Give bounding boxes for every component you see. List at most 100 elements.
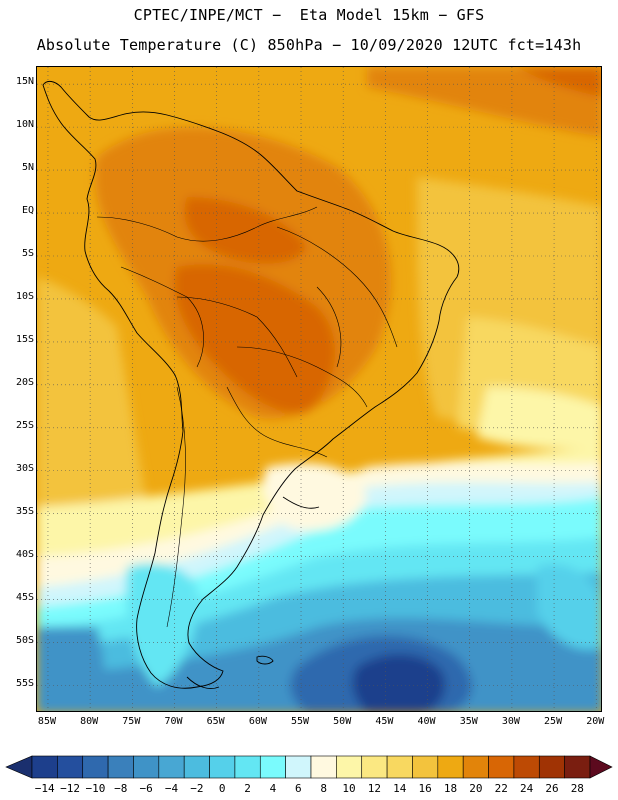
colorbar-label: 2: [244, 782, 251, 795]
longitude-label: 65W: [206, 716, 225, 727]
border-bolivia: [176, 296, 298, 378]
colorbar-label: −2: [190, 782, 204, 795]
colorbar-label: 8: [320, 782, 327, 795]
borders: [96, 206, 398, 628]
longitude-label: 80W: [80, 716, 99, 727]
field-sw-pacific: [37, 627, 105, 711]
colorbar-label: −14: [34, 782, 55, 795]
colorbar-label: −10: [85, 782, 106, 795]
latitude-label: 55S: [15, 677, 34, 689]
rio-de-la-plata: [282, 496, 320, 509]
colorbar-swatches: [5, 755, 613, 779]
colorbar-label: 6: [295, 782, 302, 795]
colorbar-swatch: [234, 755, 261, 779]
colorbar-label: −8: [114, 782, 128, 795]
latitude-label: 15S: [15, 333, 34, 345]
latitude-label: 50S: [15, 634, 34, 646]
colorbar-label: 26: [545, 782, 559, 795]
colorbar: [0, 752, 618, 800]
colorbar-swatch: [107, 755, 134, 779]
colorbar-label: 0: [218, 782, 226, 795]
field-pacific-light: [37, 277, 147, 527]
border-state: [316, 286, 342, 368]
longitude-label: 25W: [544, 716, 563, 727]
colorbar-label: 18: [443, 782, 458, 795]
colorbar-label: 4: [269, 782, 277, 795]
longitude-label: 75W: [122, 716, 141, 727]
falklands: [256, 655, 274, 665]
latitude-label: 10S: [15, 290, 34, 302]
colorbar-label: 24: [519, 782, 534, 795]
colorbar-swatch: [437, 755, 464, 779]
colorbar-swatch: [412, 755, 439, 779]
colorbar-swatch: [31, 755, 58, 779]
latitude-label: 35S: [15, 505, 34, 517]
colorbar-label: 28: [570, 782, 584, 795]
field-amazon-hot: [184, 197, 307, 264]
colorbar-swatch: [513, 755, 540, 779]
longitude-label: 45W: [375, 716, 394, 727]
tierra-del-fuego: [186, 676, 220, 689]
colorbar-label: 10: [342, 782, 356, 795]
colorbar-swatch: [488, 755, 515, 779]
colorbar-swatch: [285, 755, 312, 779]
colorbar-swatch: [82, 755, 109, 779]
colorbar-swatch: [57, 755, 84, 779]
colorbar-label: 12: [367, 782, 382, 795]
colorbar-swatch: [158, 755, 185, 779]
colorbar-swatch: [538, 755, 565, 779]
longitude-label: 20W: [586, 716, 605, 727]
longitude-label: 40W: [417, 716, 436, 727]
chart-subtitle: Absolute Temperature (C) 850hPa − 10/09/…: [36, 36, 582, 54]
field-east-paler: [477, 387, 601, 449]
temperature-map: [36, 66, 602, 712]
colorbar-swatch: [183, 755, 210, 779]
border-brazil-int: [276, 226, 398, 348]
latitude-label: 45S: [15, 591, 34, 603]
border-peru: [120, 266, 204, 368]
south-america-coast: [42, 80, 460, 689]
latitude-label: 5N: [21, 162, 34, 174]
colorbar-swatch: [209, 755, 236, 779]
longitude-label: 30W: [501, 716, 520, 727]
colorbar-right-arrow: [589, 755, 613, 779]
longitude-label: 70W: [164, 716, 183, 727]
colorbar-swatch: [462, 755, 489, 779]
longitude-label: 85W: [37, 716, 56, 727]
colorbar-swatch: [386, 755, 413, 779]
field-cold-core2: [352, 654, 446, 711]
longitude-label: 55W: [290, 716, 310, 727]
colorbar-label: 22: [494, 782, 508, 795]
colorbar-label: 20: [469, 782, 483, 795]
latitude-label: 25S: [15, 419, 34, 431]
field-patagonia: [126, 563, 198, 687]
colorbar-swatch: [564, 755, 591, 779]
latitude-label: 5S: [21, 247, 34, 259]
colorbar-label: −4: [164, 782, 179, 795]
colorbar-label: 16: [418, 782, 432, 795]
border-chile-arg: [166, 386, 186, 628]
colorbar-swatch: [310, 755, 337, 779]
border-paraguay: [226, 386, 328, 458]
latitude-label: 30S: [15, 462, 34, 474]
colorbar-swatch: [259, 755, 286, 779]
chart-title: CPTEC/INPE/MCT − Eta Model 15km − GFS: [133, 6, 485, 24]
longitude-label: 35W: [459, 716, 478, 727]
latitude-label: 20S: [15, 376, 34, 388]
colorbar-swatch: [336, 755, 363, 779]
latitude-label: 15N: [15, 76, 34, 88]
latitude-label: 40S: [15, 548, 34, 560]
colorbar-swatch: [361, 755, 388, 779]
colorbar-swatch: [133, 755, 160, 779]
field-east-gyre: [537, 564, 601, 650]
longitude-label: 60W: [248, 716, 267, 727]
colorbar-label: −6: [139, 782, 153, 795]
latitude-label: EQ: [21, 205, 34, 217]
latitude-label: 10N: [15, 119, 34, 131]
colorbar-left-arrow: [5, 755, 33, 779]
longitude-label: 50W: [333, 716, 352, 727]
coastlines: [42, 80, 460, 689]
border-brazil-s: [236, 346, 368, 408]
colorbar-label: 14: [393, 782, 407, 795]
map-canvas: [37, 67, 601, 711]
